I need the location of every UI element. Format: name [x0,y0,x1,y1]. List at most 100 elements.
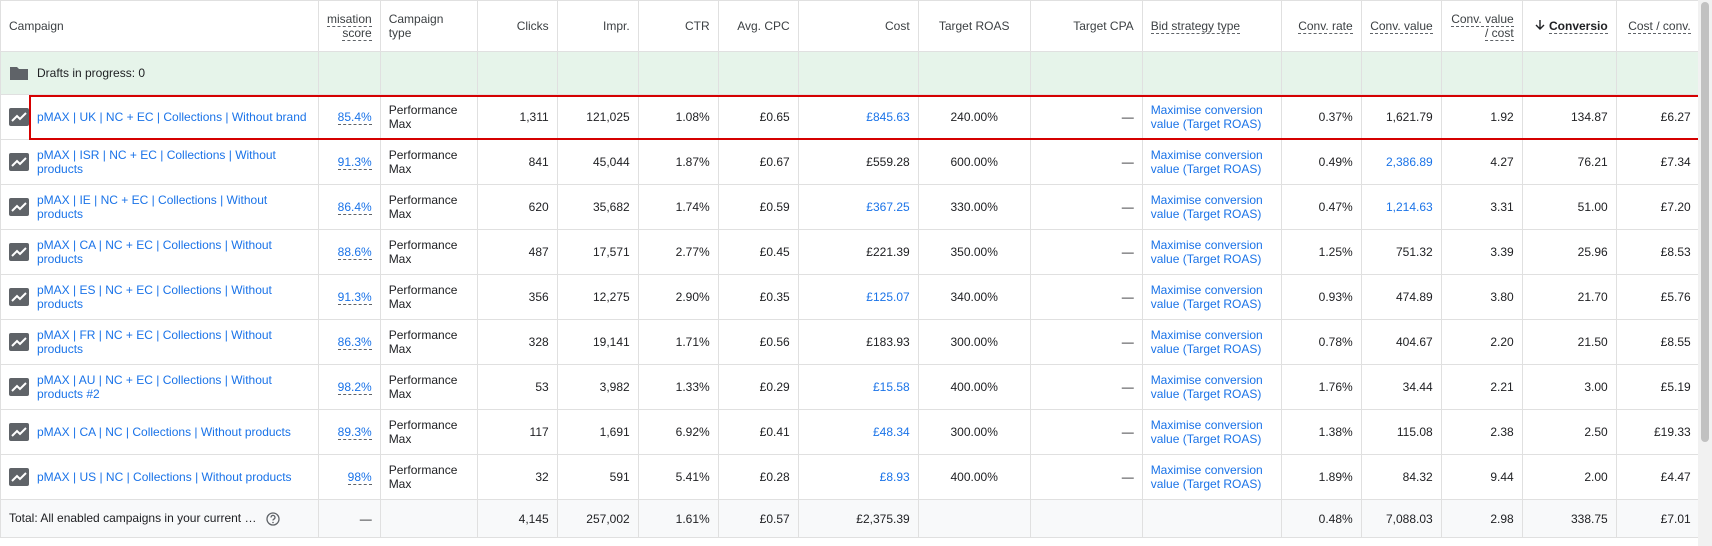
optimisation-score[interactable]: 86.3% [337,335,372,350]
cost-cell: £48.34 [797,409,919,455]
header-label[interactable]: Cost [885,19,910,33]
rate-cell: 0.93% [1280,274,1362,320]
column-header[interactable]: Campaign type [379,0,478,52]
header-label[interactable]: Campaign [9,19,64,33]
cpa-cell: £7.20 [1615,184,1700,230]
folder-icon [10,67,28,80]
header-label[interactable]: Target CPA [1073,19,1134,33]
bid-strategy[interactable]: Maximise conversion value (Target ROAS) [1150,373,1263,401]
value-value[interactable]: 1,214.63 [1385,200,1433,214]
clicks-value: 841 [528,155,549,169]
scrollbar[interactable] [1698,0,1712,546]
optimisation-score[interactable]: 91.3% [337,290,372,305]
header-label[interactable]: CTR [685,19,710,33]
header-label[interactable]: misation score [327,12,372,41]
column-header[interactable]: Target ROAS [917,0,1031,52]
campaign-name[interactable]: pMAX | ISR | NC + EC | Collections | Wit… [37,148,276,176]
campaign-cell-inner: pMAX | CA | NC | Collections | Without p… [9,423,310,441]
column-header[interactable]: CTR [637,0,719,52]
cost-value[interactable]: £845.63 [866,110,910,124]
tcpa-cell: — [1029,274,1143,320]
value-total-cell: 7,088.03 [1360,499,1442,538]
header-label[interactable]: Clicks [516,19,549,33]
column-header[interactable]: Conv. value / cost [1440,0,1523,52]
header-label[interactable]: Campaign type [388,12,444,40]
bid-strategy[interactable]: Maximise conversion value (Target ROAS) [1150,103,1263,131]
optimisation-score[interactable]: 86.4% [337,200,372,215]
impr-total: 257,002 [586,511,630,526]
campaign-name[interactable]: pMAX | ES | NC + EC | Collections | With… [37,283,272,311]
cpc-cell: £0.65 [717,94,799,140]
campaign-cell-inner: pMAX | UK | NC + EC | Collections | With… [9,108,310,126]
campaign-name[interactable]: pMAX | FR | NC + EC | Collections | With… [37,328,272,356]
optimisation-score[interactable]: 88.6% [337,245,372,260]
bid-strategy[interactable]: Maximise conversion value (Target ROAS) [1150,283,1263,311]
ctr-value: 1.71% [675,335,710,349]
header-label[interactable]: Cost / conv. [1628,19,1691,34]
campaign-name[interactable]: pMAX | CA | NC + EC | Collections | With… [37,238,272,266]
column-header[interactable]: Conv. rate [1280,0,1362,52]
conv-total: 338.75 [1570,511,1608,526]
campaign-name[interactable]: pMAX | IE | NC + EC | Collections | With… [37,193,268,221]
scroll-thumb[interactable] [1701,2,1709,442]
column-header[interactable]: Conversio [1521,0,1617,52]
cost-value[interactable]: £8.93 [879,470,910,484]
bid-strategy[interactable]: Maximise conversion value (Target ROAS) [1150,148,1263,176]
vpc-value: 2.20 [1490,335,1514,349]
cost-value[interactable]: £367.25 [866,200,910,214]
column-header[interactable]: Avg. CPC [717,0,799,52]
header-label[interactable]: Impr. [603,19,630,33]
drafts-cell[interactable]: Drafts in progress: 0 [0,51,319,95]
ctr-value: 1.08% [675,110,710,124]
campaign-name[interactable]: pMAX | UK | NC + EC | Collections | With… [37,110,307,124]
header-label[interactable]: Conv. value [1370,19,1433,34]
cost-value[interactable]: £125.07 [866,290,910,304]
campaign-name[interactable]: pMAX | CA | NC | Collections | Without p… [37,425,291,439]
column-header[interactable]: misation score [318,0,381,52]
bid-strategy[interactable]: Maximise conversion value (Target ROAS) [1150,418,1263,446]
optimisation-score[interactable]: 98.2% [337,380,372,395]
rate-cell: 0.47% [1280,184,1362,230]
header-label[interactable]: Conv. value / cost [1451,12,1514,41]
optimisation-score[interactable]: 85.4% [337,110,372,125]
cost-value[interactable]: £15.58 [872,380,910,394]
conv-value: 76.21 [1577,155,1608,169]
bid-strategy[interactable]: Maximise conversion value (Target ROAS) [1150,193,1263,221]
optimisation-score[interactable]: 98% [347,470,372,485]
column-header[interactable]: Cost [797,0,919,52]
column-header[interactable]: Campaign [0,0,319,52]
campaign-name[interactable]: pMAX | US | NC | Collections | Without p… [37,470,292,484]
column-header[interactable]: Target CPA [1029,0,1143,52]
score-cell: 91.3% [318,274,381,320]
value-cell: 34.44 [1360,364,1442,410]
header-label[interactable]: Bid strategy type [1150,19,1241,34]
column-header[interactable]: Impr. [556,0,639,52]
bid-strategy[interactable]: Maximise conversion value (Target ROAS) [1150,463,1263,491]
cpc-cell: £0.35 [717,274,799,320]
column-header[interactable]: Conv. value [1360,0,1442,52]
campaign-row: pMAX | ES | NC + EC | Collections | With… [0,274,1700,320]
conv-value: 2.50 [1584,425,1608,439]
cost-cell: £125.07 [797,274,919,320]
troas-cell: 240.00% [917,94,1031,140]
bid-strategy[interactable]: Maximise conversion value (Target ROAS) [1150,238,1263,266]
column-header[interactable]: Bid strategy type [1141,0,1282,52]
header-label[interactable]: Conversio [1549,19,1608,34]
header-label[interactable]: Avg. CPC [737,19,790,33]
column-header[interactable]: Cost / conv. [1615,0,1700,52]
cost-value[interactable]: £48.34 [872,425,910,439]
campaign-name[interactable]: pMAX | AU | NC + EC | Collections | With… [37,373,272,401]
header-label[interactable]: Target ROAS [938,19,1010,33]
column-header[interactable]: Clicks [476,0,558,52]
optimisation-score[interactable]: 89.3% [337,425,372,440]
total-row: Total: All enabled campaigns in your cur… [0,499,1700,538]
bid-total-cell [1141,499,1282,538]
bid-strategy[interactable]: Maximise conversion value (Target ROAS) [1150,328,1263,356]
vpc-value: 4.27 [1490,155,1514,169]
campaign-cell-inner: pMAX | ES | NC + EC | Collections | With… [9,283,310,311]
value-value[interactable]: 2,386.89 [1385,155,1433,169]
header-label[interactable]: Conv. rate [1298,19,1353,34]
conv-cell: 3.00 [1521,364,1617,410]
optimisation-score[interactable]: 91.3% [337,155,372,170]
help-icon[interactable] [266,512,281,526]
